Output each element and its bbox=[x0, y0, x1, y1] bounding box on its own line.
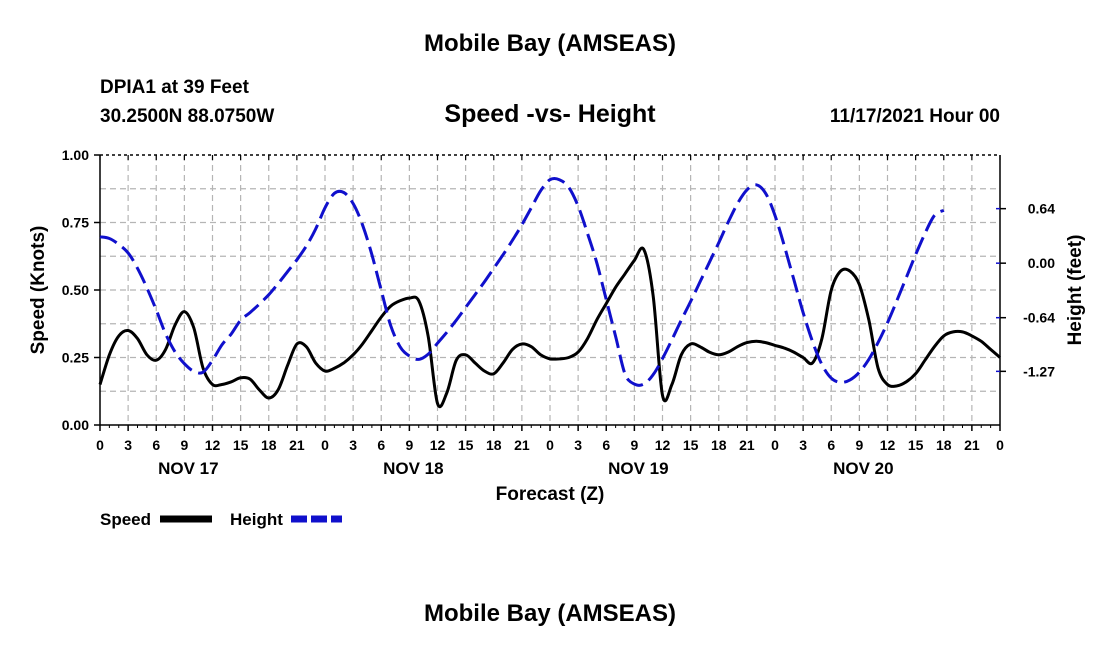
day-label: NOV 19 bbox=[608, 459, 668, 478]
x-tick-label: 3 bbox=[799, 437, 807, 453]
x-tick-label: 6 bbox=[827, 437, 835, 453]
x-tick-label: 15 bbox=[908, 437, 924, 453]
x-tick-label: 9 bbox=[855, 437, 863, 453]
y-tick-label: 1.00 bbox=[62, 147, 89, 163]
chart-title: Mobile Bay (AMSEAS) bbox=[423, 30, 677, 57]
station-coordinates: 30.2500N 88.0750W bbox=[100, 106, 275, 127]
x-tick-label: 3 bbox=[124, 437, 132, 453]
y-tick-label: 0.50 bbox=[62, 282, 89, 298]
day-label: NOV 18 bbox=[383, 459, 443, 478]
x-tick-label: 21 bbox=[964, 437, 980, 453]
x-tick-label: 12 bbox=[880, 437, 896, 453]
speed-series-line bbox=[98, 246, 1001, 409]
forecast-datetime: 11/17/2021 Hour 00 bbox=[829, 106, 1000, 127]
y2-axis-title: Height (feet) bbox=[1065, 235, 1086, 346]
x-tick-label: 21 bbox=[289, 437, 305, 453]
x-tick-label: 0 bbox=[96, 437, 104, 453]
x-tick-label: 18 bbox=[486, 437, 502, 453]
day-label: NOV 17 bbox=[158, 459, 218, 478]
chart-subtitle: Speed -vs- Height bbox=[444, 100, 656, 128]
day-label: NOV 20 bbox=[833, 459, 893, 478]
bottom-title: Mobile Bay (AMSEAS) bbox=[423, 600, 677, 627]
x-tick-label: 0 bbox=[546, 437, 554, 453]
legend-label-speed: Speed bbox=[100, 510, 151, 529]
x-tick-label: 9 bbox=[630, 437, 638, 453]
y2-tick-label: -1.27 bbox=[1023, 363, 1055, 379]
y-tick-label: 0.25 bbox=[62, 350, 89, 366]
x-tick-label: 6 bbox=[602, 437, 610, 453]
x-tick-label: 15 bbox=[683, 437, 699, 453]
x-tick-label: 0 bbox=[321, 437, 329, 453]
x-tick-label: 21 bbox=[514, 437, 530, 453]
height-series-line bbox=[99, 177, 945, 387]
x-tick-label: 3 bbox=[349, 437, 357, 453]
y-tick-label: 0.00 bbox=[62, 417, 89, 433]
x-tick-label: 6 bbox=[152, 437, 160, 453]
x-tick-label: 21 bbox=[739, 437, 755, 453]
x-tick-label: 9 bbox=[405, 437, 413, 453]
y2-tick-label: -0.64 bbox=[1023, 310, 1055, 326]
x-tick-label: 9 bbox=[180, 437, 188, 453]
y2-tick-label: 0.64 bbox=[1028, 201, 1055, 217]
x-tick-label: 15 bbox=[233, 437, 249, 453]
x-tick-label: 6 bbox=[377, 437, 385, 453]
x-tick-label: 12 bbox=[430, 437, 446, 453]
x-tick-label: 18 bbox=[711, 437, 727, 453]
x-tick-label: 3 bbox=[574, 437, 582, 453]
station-label: DPIA1 at 39 Feet bbox=[100, 77, 249, 98]
x-tick-label: 12 bbox=[655, 437, 671, 453]
x-tick-label: 0 bbox=[996, 437, 1004, 453]
x-tick-label: 15 bbox=[458, 437, 474, 453]
y2-tick-label: 0.00 bbox=[1028, 255, 1055, 271]
x-tick-label: 12 bbox=[205, 437, 221, 453]
x-tick-label: 0 bbox=[771, 437, 779, 453]
y-tick-label: 0.75 bbox=[62, 215, 89, 231]
y-axis-title: Speed (Knots) bbox=[28, 226, 49, 355]
x-tick-label: 18 bbox=[936, 437, 952, 453]
legend-label-height: Height bbox=[230, 510, 283, 529]
x-tick-label: 18 bbox=[261, 437, 277, 453]
x-axis-title: Forecast (Z) bbox=[496, 484, 605, 505]
